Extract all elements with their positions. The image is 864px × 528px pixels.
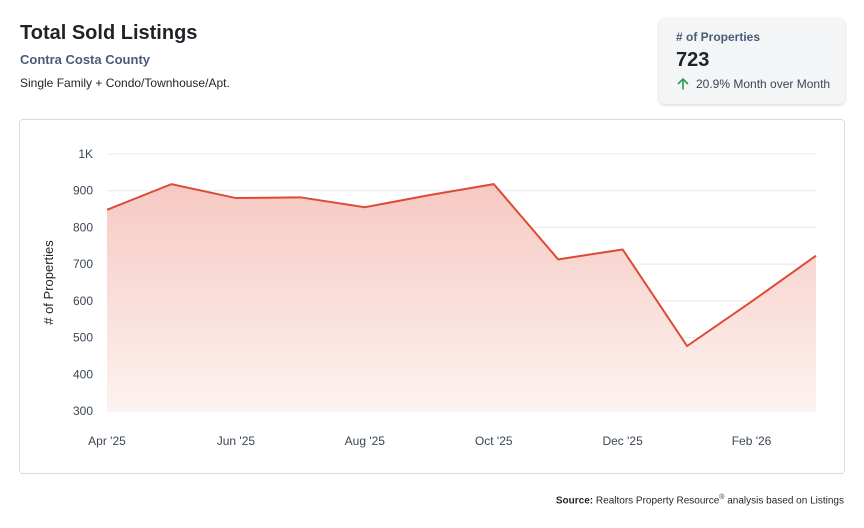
- data-point: [105, 208, 109, 212]
- data-point: [556, 257, 560, 261]
- y-tick-label: 1K: [78, 147, 93, 161]
- y-tick-label: 500: [73, 331, 93, 345]
- property-type-note: Single Family + Condo/Townhouse/Apt.: [20, 76, 230, 90]
- kpi-change-text: 20.9% Month over Month: [696, 77, 831, 91]
- data-point: [750, 300, 754, 304]
- area-fill: [107, 184, 816, 411]
- data-point: [685, 344, 689, 348]
- chart-card: 300 400 500 600 700 800 900 1K Apr '25 Jun '25 Aug…: [19, 119, 845, 474]
- county-subtitle: Contra Costa County: [20, 52, 150, 67]
- data-point: [234, 196, 238, 200]
- y-tick-label: 800: [73, 220, 93, 234]
- y-tick-label: 700: [73, 257, 93, 271]
- source-text-2: analysis based on Listings: [724, 495, 844, 507]
- y-axis-label: # of Properties: [41, 240, 56, 325]
- data-point: [169, 182, 173, 186]
- data-point: [814, 254, 818, 258]
- y-tick-label: 400: [73, 367, 93, 381]
- y-tick-label: 300: [73, 404, 93, 418]
- data-point: [621, 247, 625, 251]
- data-point: [427, 193, 431, 197]
- data-point: [298, 195, 302, 199]
- area-chart: 300 400 500 600 700 800 900 1K Apr '25 Jun '25 Aug…: [41, 147, 818, 448]
- x-tick-label: Apr '25: [88, 434, 126, 448]
- kpi-label: # of Properties: [676, 30, 761, 44]
- y-tick-label: 600: [73, 294, 93, 308]
- data-point: [363, 205, 367, 209]
- x-tick-label: Aug '25: [345, 434, 386, 448]
- kpi-card: # of Properties 723 20.9% Month over Mon…: [659, 18, 845, 104]
- kpi-value: 723: [676, 49, 710, 71]
- kpi-change: 20.9% Month over Month: [676, 77, 830, 91]
- y-tick-label: 900: [73, 184, 93, 198]
- series-line: [106, 183, 817, 348]
- x-tick-label: Dec '25: [602, 434, 643, 448]
- x-tick-label: Oct '25: [475, 434, 513, 448]
- source-label: Source:: [555, 495, 594, 507]
- x-tick-label: Feb '26: [732, 434, 772, 448]
- source-text: Realtors Property Resource: [595, 495, 720, 507]
- x-tick-label: Jun '25: [217, 434, 256, 448]
- arrow-up-icon: [677, 78, 689, 90]
- source-footer: Source: Realtors Property Resource® anal…: [556, 494, 844, 506]
- data-point: [492, 182, 496, 186]
- registered-mark: ®: [719, 494, 725, 501]
- chart-title: Total Sold Listings: [20, 22, 198, 44]
